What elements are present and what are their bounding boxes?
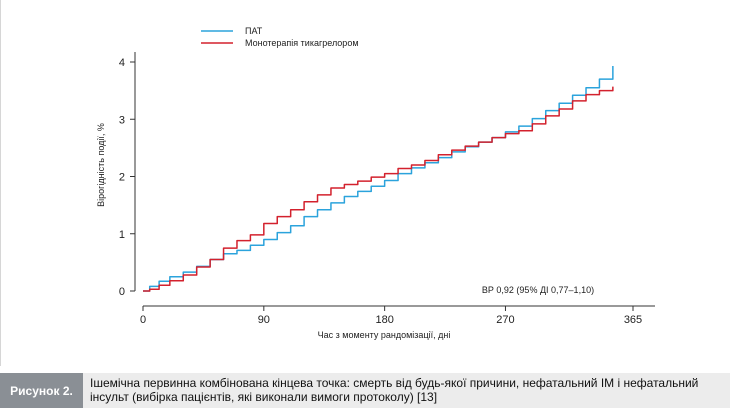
y-tick-label: 3 [119,114,125,126]
caption-bar: Рисунок 2. Ішемічна первинна комбінована… [0,373,730,408]
y-tick-label: 2 [119,172,125,184]
plot-area: 0 1 2 3 4 0 90 180 270 365 Час з моменту рандоміза… [96,26,655,340]
x-tick-label: 365 [624,314,642,326]
y-tick-label: 1 [119,229,125,241]
x-axis-label: Час з моменту рандомізації, дні [318,330,451,340]
y-tick-label: 0 [119,286,125,298]
x-tick-label: 270 [496,314,514,326]
legend-label-2: Монотерапія тикагрелором [245,38,359,48]
series-line-1 [143,66,614,292]
figure-caption: Ішемічна первинна комбінована кінцева то… [90,376,699,404]
kaplan-meier-chart: 0 1 2 3 4 0 90 180 270 365 Час з моменту рандоміза… [96,26,655,340]
y-axis-label: Вірогідність події, % [96,123,106,207]
x-tick-label: 0 [140,314,146,326]
x-tick-label: 180 [375,314,393,326]
hazard-ratio-annotation: ВР 0,92 (95% ДІ 0,77–1,10) [482,285,594,295]
y-tick-label: 4 [119,57,125,69]
x-tick-label: 90 [258,314,270,326]
legend-label-1: ПАТ [245,26,263,36]
chart-panel: 0 1 2 3 4 0 90 180 270 365 Час з моменту рандоміза… [0,0,655,366]
figure-label: Рисунок 2. [0,373,83,408]
series-line-2 [143,86,614,292]
